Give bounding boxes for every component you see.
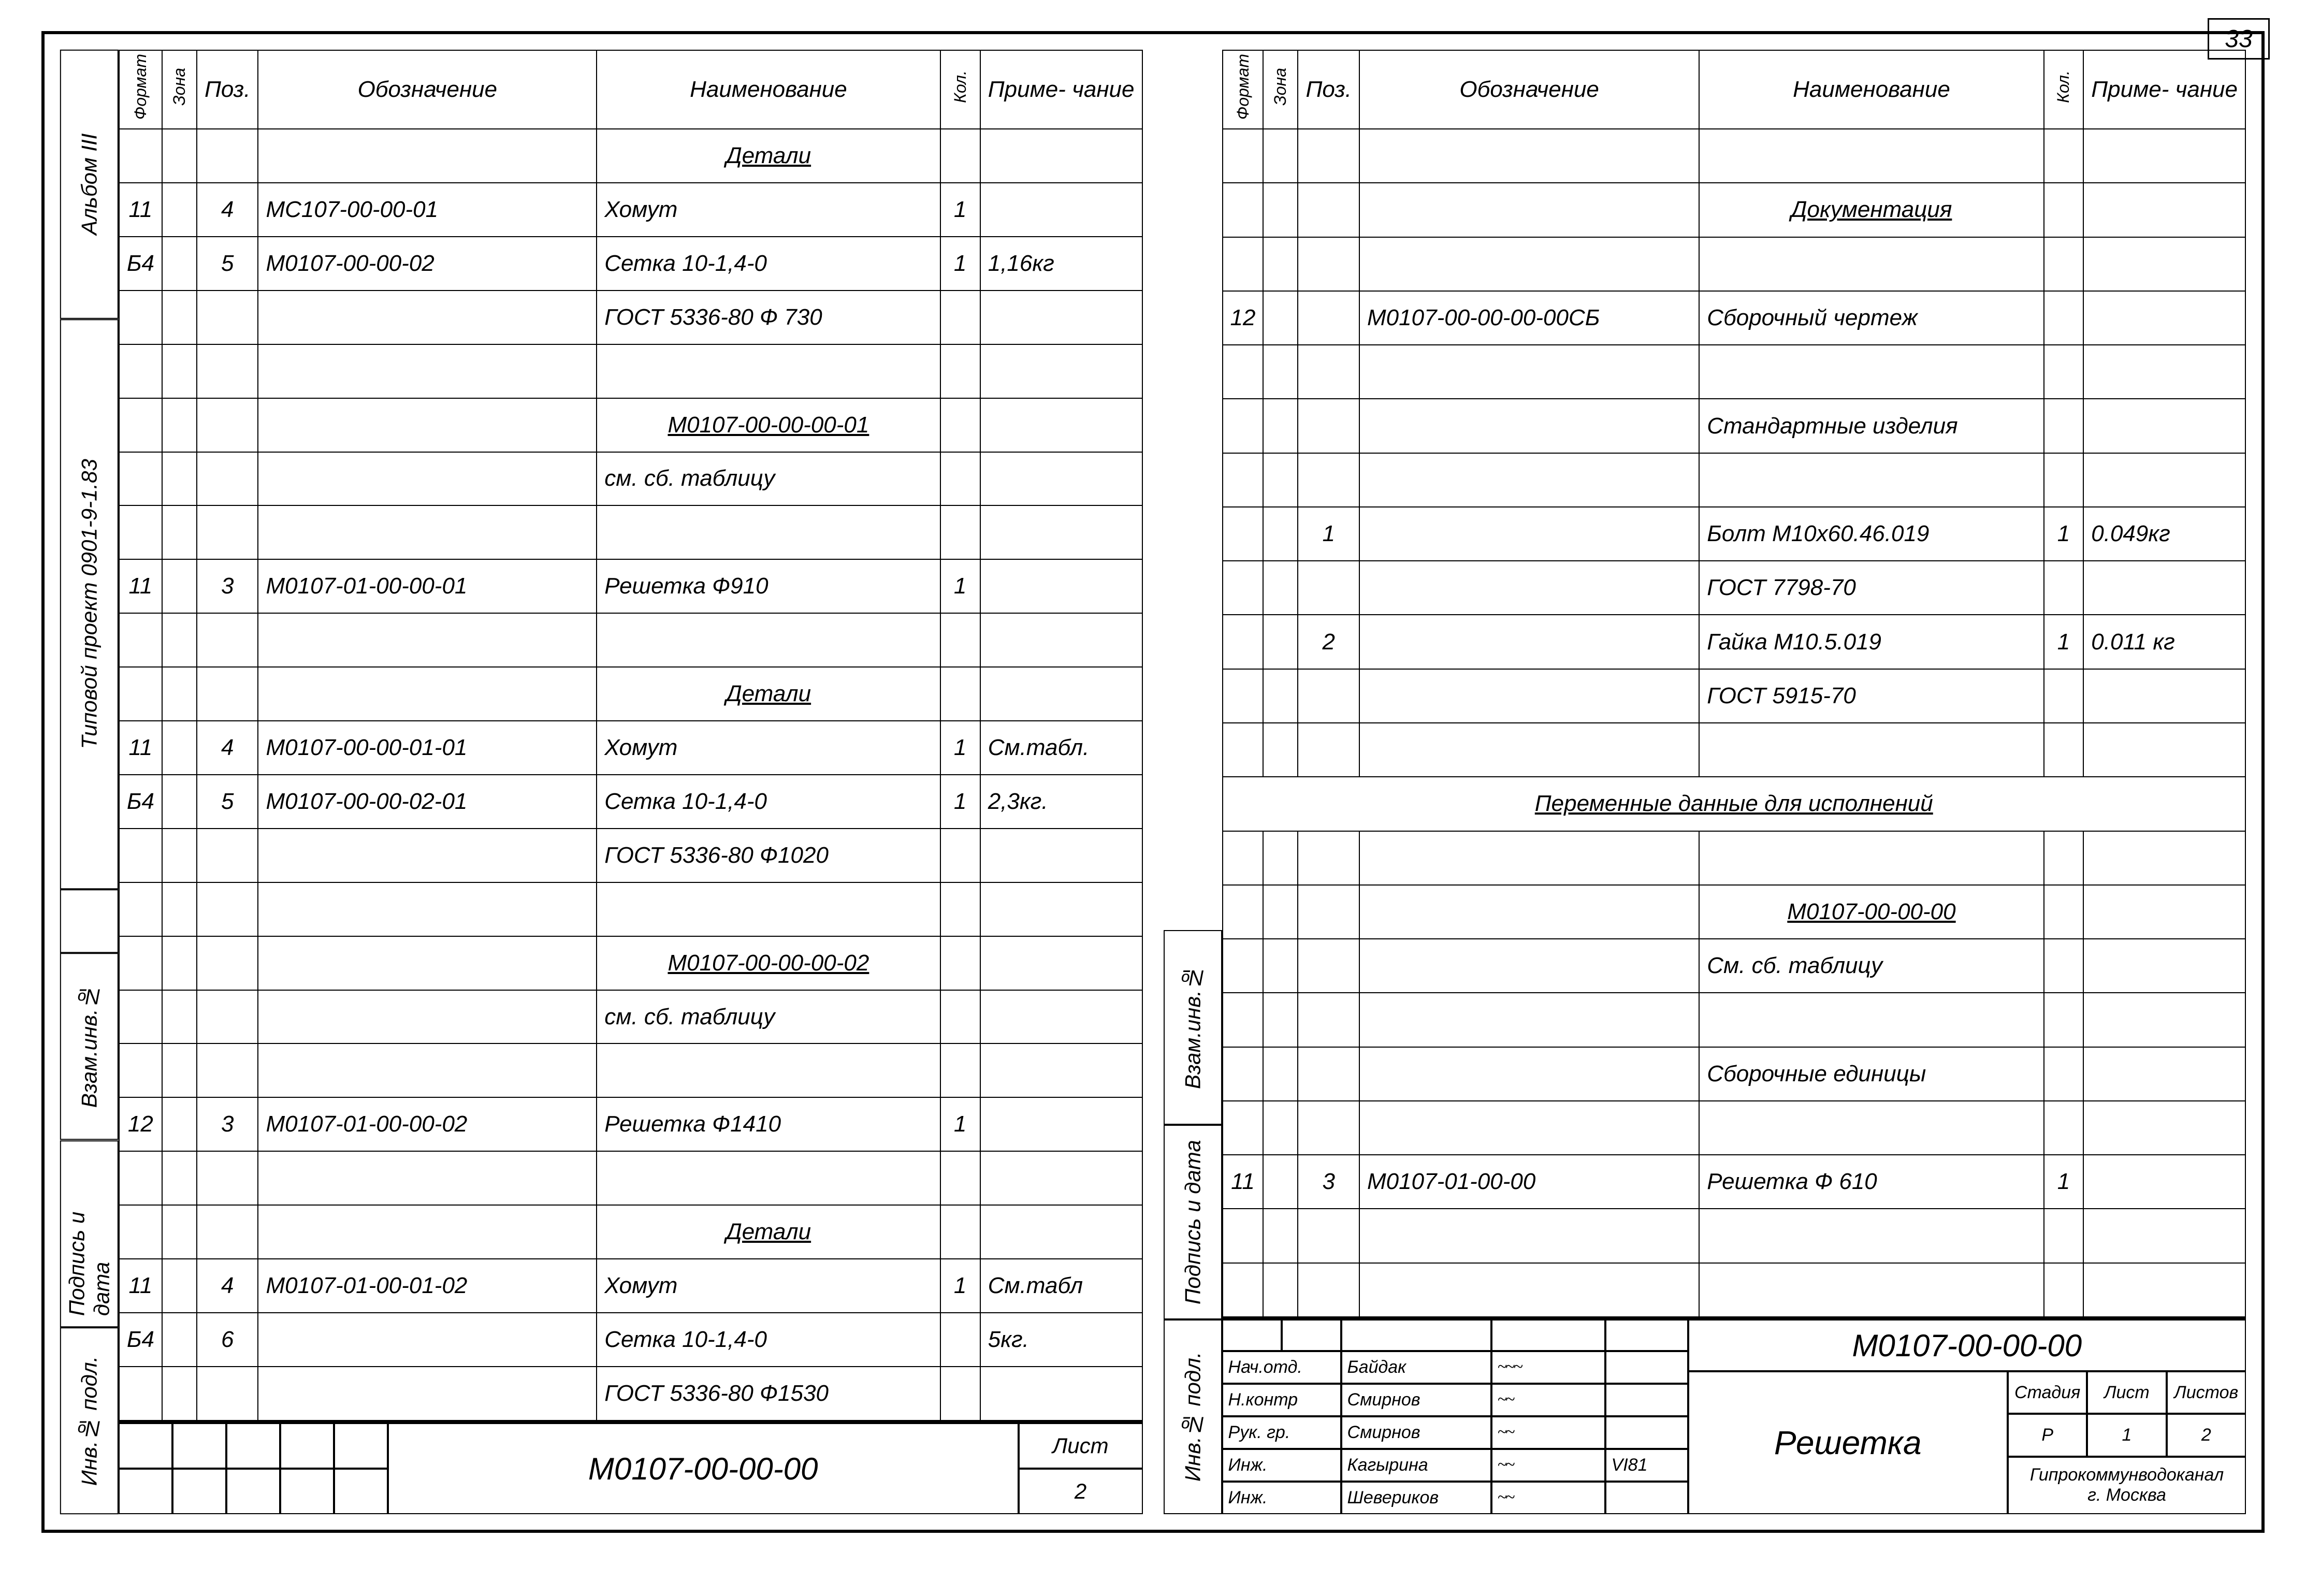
page-number: 33 bbox=[2208, 18, 2270, 60]
table-row bbox=[119, 882, 1142, 936]
table-row bbox=[119, 505, 1142, 559]
table-row bbox=[1223, 1101, 2245, 1155]
hdr-pos: Поз. bbox=[197, 50, 258, 129]
table-row: 113М0107-01-00-00Решетка Ф 6101 bbox=[1223, 1155, 2245, 1209]
r-hdr-pos: Поз. bbox=[1298, 50, 1359, 129]
table-row bbox=[1223, 831, 2245, 885]
r-hdr-note: Приме- чание bbox=[2083, 50, 2245, 129]
side-album: Альбом III bbox=[60, 50, 119, 319]
table-row: Б46Сетка 10-1,4-05кг. bbox=[119, 1313, 1142, 1367]
tb-sign-row: Инж.Шевериков~~ bbox=[1222, 1482, 1688, 1514]
tb-sign-row: Инж.Кагырина~~VI81 bbox=[1222, 1449, 1688, 1482]
hdr-note: Приме- чание bbox=[980, 50, 1142, 129]
table-row: 2Гайка М10.5.01910.011 кг bbox=[1223, 615, 2245, 669]
table-row bbox=[119, 1151, 1142, 1205]
side-spacer bbox=[60, 889, 119, 953]
side-tab-1: Подпись и дата bbox=[60, 1140, 119, 1327]
table-row bbox=[1223, 1263, 2245, 1317]
table-row: Детали bbox=[119, 1205, 1142, 1259]
table-row: 114М0107-01-00-01-02Хомут1См.табл bbox=[119, 1259, 1142, 1313]
left-footer-grid bbox=[119, 1423, 388, 1514]
tb-stage-val-1: 1 bbox=[2087, 1414, 2166, 1456]
table-row: 114М0107-00-00-01-01Хомут1См.табл. bbox=[119, 721, 1142, 775]
side-tab-2: Взам.инв.№ bbox=[60, 953, 119, 1140]
drawing-frame: Альбом III Типовой проект 0901-9-1.83 Вз… bbox=[41, 31, 2265, 1533]
tb-stage-val-0: Р bbox=[2008, 1414, 2087, 1456]
table-row: ГОСТ 5336-80 Ф 730 bbox=[119, 291, 1142, 344]
r-hdr-qty: Кол. bbox=[2054, 70, 2073, 103]
table-row: Переменные данные для исполнений bbox=[1223, 777, 2245, 831]
table-row: см. сб. таблицу bbox=[119, 452, 1142, 506]
right-side-tabs: Взам.инв.№ Подпись и дата Инв.№ подл. bbox=[1164, 50, 1222, 1514]
hdr-name: Наименование bbox=[597, 50, 940, 129]
table-row: Детали bbox=[119, 667, 1142, 721]
table-row: 123М0107-01-00-00-02Решетка Ф14101 bbox=[119, 1097, 1142, 1151]
sheet-label: Лист bbox=[1019, 1423, 1143, 1469]
tb-title: Решетка bbox=[1688, 1371, 2008, 1514]
table-row bbox=[119, 1043, 1142, 1097]
r-hdr-zone: Зона bbox=[1271, 68, 1290, 106]
r-side-tab-2: Взам.инв.№ bbox=[1164, 930, 1222, 1125]
left-side-tabs: Альбом III Типовой проект 0901-9-1.83 Вз… bbox=[60, 50, 119, 1514]
table-row bbox=[119, 344, 1142, 398]
table-row: 114МС107-00-00-01Хомут1 bbox=[119, 183, 1142, 237]
table-row bbox=[1223, 237, 2245, 291]
table-row bbox=[119, 613, 1142, 667]
side-tab-0: Инв.№ подл. bbox=[60, 1327, 119, 1514]
side-project: Типовой проект 0901-9-1.83 bbox=[60, 319, 119, 889]
table-row: См. сб. таблицу bbox=[1223, 939, 2245, 993]
table-row bbox=[1223, 723, 2245, 777]
tb-signatures: Нач.отд.Байдак~~~Н.контрСмирнов~~Рук. гр… bbox=[1222, 1319, 1688, 1514]
table-row: ГОСТ 7798-70 bbox=[1223, 561, 2245, 615]
tb-stage-hdr-1: Лист bbox=[2087, 1371, 2166, 1414]
table-row: Документация bbox=[1223, 183, 2245, 237]
hdr-qty: Кол. bbox=[951, 70, 970, 103]
table-row bbox=[1223, 345, 2245, 399]
table-row: 12М0107-00-00-00-00СБСборочный чертеж bbox=[1223, 291, 2245, 345]
left-footer: М0107-00-00-00 Лист 2 bbox=[119, 1421, 1143, 1514]
left-footer-code: М0107-00-00-00 bbox=[388, 1423, 1019, 1514]
table-row: см. сб. таблицу bbox=[119, 990, 1142, 1044]
tb-sign-row: Нач.отд.Байдак~~~ bbox=[1222, 1351, 1688, 1384]
tb-sign-row: Рук. гр.Смирнов~~ bbox=[1222, 1416, 1688, 1449]
table-row bbox=[1223, 993, 2245, 1047]
left-spec-table: Формат Зона Поз. Обозначение Наименовани… bbox=[119, 50, 1143, 1421]
table-row: 113М0107-01-00-00-01Решетка Ф9101 bbox=[119, 559, 1142, 613]
right-spec-table: Формат Зона Поз. Обозначение Наименовани… bbox=[1222, 50, 2246, 1317]
r-hdr-name: Наименование bbox=[1699, 50, 2043, 129]
hdr-format: Формат bbox=[131, 54, 150, 120]
left-half: Альбом III Типовой проект 0901-9-1.83 Вз… bbox=[60, 50, 1143, 1514]
table-row: ГОСТ 5915-70 bbox=[1223, 669, 2245, 723]
table-row: ГОСТ 5336-80 Ф1020 bbox=[119, 829, 1142, 882]
r-side-tab-0: Инв.№ подл. bbox=[1164, 1319, 1222, 1514]
hdr-zone: Зона bbox=[170, 68, 189, 106]
r-hdr-format: Формат bbox=[1234, 54, 1253, 120]
tb-stage-hdr-0: Стадия bbox=[2008, 1371, 2087, 1414]
tb-org: Гипрокоммунводоканал г. Москва bbox=[2008, 1457, 2246, 1514]
table-row: Сборочные единицы bbox=[1223, 1047, 2245, 1101]
right-half: Взам.инв.№ Подпись и дата Инв.№ подл. Фо… bbox=[1164, 50, 2246, 1514]
tb-sign-row: Н.контрСмирнов~~ bbox=[1222, 1384, 1688, 1416]
table-row: Б45М0107-00-00-02Сетка 10-1,4-011,16кг bbox=[119, 237, 1142, 291]
table-row bbox=[1223, 1209, 2245, 1263]
table-row: Стандартные изделия bbox=[1223, 399, 2245, 453]
r-hdr-designation: Обозначение bbox=[1359, 50, 1699, 129]
table-row bbox=[1223, 129, 2245, 183]
tb-stage-val-2: 2 bbox=[2167, 1414, 2246, 1456]
table-row: Б45М0107-00-00-02-01Сетка 10-1,4-012,3кг… bbox=[119, 775, 1142, 829]
table-row: ГОСТ 5336-80 Ф1530 bbox=[119, 1367, 1142, 1420]
sheet-no: 2 bbox=[1019, 1469, 1143, 1514]
table-row: М0107-00-00-00-01 bbox=[119, 398, 1142, 452]
title-block: Нач.отд.Байдак~~~Н.контрСмирнов~~Рук. гр… bbox=[1222, 1317, 2246, 1514]
tb-code: М0107-00-00-00 bbox=[1688, 1319, 2246, 1371]
hdr-designation: Обозначение bbox=[258, 50, 597, 129]
tb-stage-hdr-2: Листов bbox=[2167, 1371, 2246, 1414]
r-side-tab-1: Подпись и дата bbox=[1164, 1125, 1222, 1319]
table-row: М0107-00-00-00 bbox=[1223, 885, 2245, 939]
table-row bbox=[1223, 453, 2245, 507]
table-row: М0107-00-00-00-02 bbox=[119, 936, 1142, 990]
table-row: Детали bbox=[119, 129, 1142, 183]
table-row: 1Болт М10х60.46.01910.049кг bbox=[1223, 507, 2245, 561]
